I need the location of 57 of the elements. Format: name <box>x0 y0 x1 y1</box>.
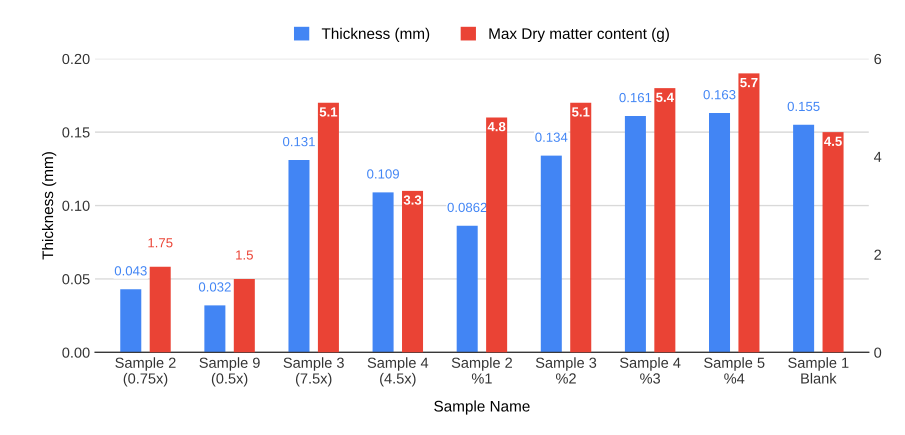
y2-tick-label: 2 <box>874 250 882 260</box>
bar <box>624 116 646 352</box>
bar <box>793 124 814 352</box>
y2-tick-label: 0 <box>874 347 882 358</box>
bar <box>456 226 478 352</box>
data-label: 0.134 <box>535 132 568 142</box>
bar <box>822 132 844 352</box>
x-tick-label: Sample 2 %1 <box>452 357 512 384</box>
data-label: 0.155 <box>788 102 820 112</box>
x-tick-label: Sample 4 %3 <box>620 357 681 384</box>
legend-label: Max Dry matter content (g) <box>489 28 669 42</box>
text: 0.15 <box>62 127 90 138</box>
data-label: 5.1 <box>572 107 590 117</box>
legend-label: Thickness (mm) <box>322 28 430 42</box>
bar <box>654 88 676 352</box>
data-label: 1.5 <box>236 250 253 260</box>
data-label: 3.3 <box>404 195 422 205</box>
bar <box>150 266 171 352</box>
text: 0.10 <box>62 200 90 211</box>
data-label: 0.163 <box>704 90 736 100</box>
text: 0.00 <box>62 347 90 358</box>
x-tick-label: Sample 1 Blank <box>788 357 848 384</box>
bar <box>540 156 562 352</box>
y-axis-title: Thickness (mm) <box>42 152 56 260</box>
bar <box>204 305 226 352</box>
data-label: 5.1 <box>320 107 338 117</box>
data-label: 0.032 <box>198 282 231 292</box>
x-tick-label: Sample 9 (0.5x) <box>199 357 260 387</box>
bar <box>570 102 592 352</box>
bar <box>402 190 424 352</box>
text: 0.20 <box>62 54 90 64</box>
data-label: 0.131 <box>282 136 315 146</box>
data-label: 0.043 <box>114 266 147 276</box>
bar <box>372 192 394 352</box>
bar <box>486 117 508 352</box>
data-label: 0.109 <box>367 169 399 179</box>
x-tick-label: Sample 5 %4 <box>704 357 764 384</box>
data-label: 4.5 <box>824 136 842 146</box>
data-label: 1.75 <box>148 238 172 248</box>
bar <box>318 102 339 352</box>
data-label: 5.4 <box>656 92 674 102</box>
x-axis-title: Sample Name <box>434 400 530 415</box>
bar <box>120 289 142 352</box>
bar <box>288 160 310 352</box>
data-label: 5.7 <box>740 78 758 88</box>
data-label: 4.8 <box>488 122 506 132</box>
y2-tick-label: 6 <box>874 54 882 64</box>
x-tick-label: Sample 3 %2 <box>536 357 596 384</box>
x-tick-label: Sample 4 (4.5x) <box>368 357 428 387</box>
x-tick-label: Sample 3 (7.5x) <box>284 357 344 387</box>
y2-tick-label: 4 <box>874 152 882 162</box>
bar <box>738 73 760 352</box>
bar <box>234 278 255 352</box>
x-tick-label: Sample 2 (0.75x) <box>115 357 176 387</box>
data-label: 0.161 <box>619 92 652 102</box>
text: 0.05 <box>62 274 90 284</box>
bar <box>709 113 730 352</box>
